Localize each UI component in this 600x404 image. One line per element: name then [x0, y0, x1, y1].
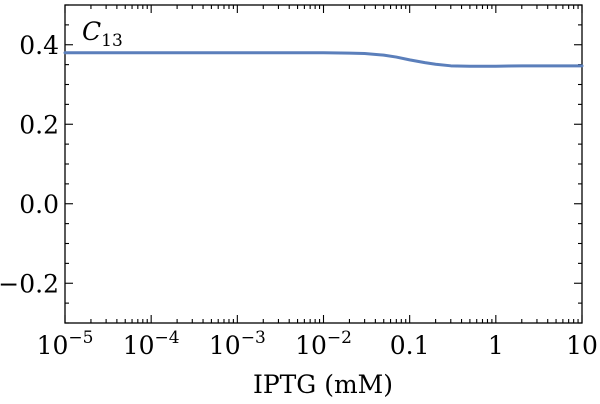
x-tick-label: 10−3 — [209, 328, 266, 360]
panel-label-main: C — [82, 17, 101, 46]
x-tick-label-exponent: −2 — [327, 328, 352, 348]
x-tick-label-exponent: −3 — [241, 328, 266, 348]
panel-label: C13 — [82, 17, 123, 51]
y-tick-label: 0.0 — [19, 190, 59, 219]
x-tick-label: 1 — [488, 331, 504, 360]
x-tick-label: 10−2 — [295, 328, 352, 360]
y-tick-label: −0.2 — [0, 269, 59, 298]
x-tick-label-exponent: −4 — [155, 328, 180, 348]
panel-label-subscript: 13 — [101, 31, 123, 51]
x-tick-label-base: 10 — [209, 331, 241, 360]
x-tick-label-exponent: −5 — [68, 328, 93, 348]
x-tick-label: 0.1 — [390, 331, 430, 360]
y-tick-label: 0.2 — [19, 110, 59, 139]
x-tick-label: 10−4 — [123, 328, 180, 360]
y-tick-label: 0.4 — [19, 31, 59, 60]
x-tick-label-base: 10 — [123, 331, 155, 360]
x-tick-label: 10−5 — [37, 328, 94, 360]
x-axis-title: IPTG (mM) — [253, 370, 393, 399]
x-tick-label-base: 10 — [295, 331, 327, 360]
x-tick-label: 10 — [566, 331, 598, 360]
series-line-0 — [63, 51, 584, 68]
x-tick-label-base: 10 — [37, 331, 69, 360]
